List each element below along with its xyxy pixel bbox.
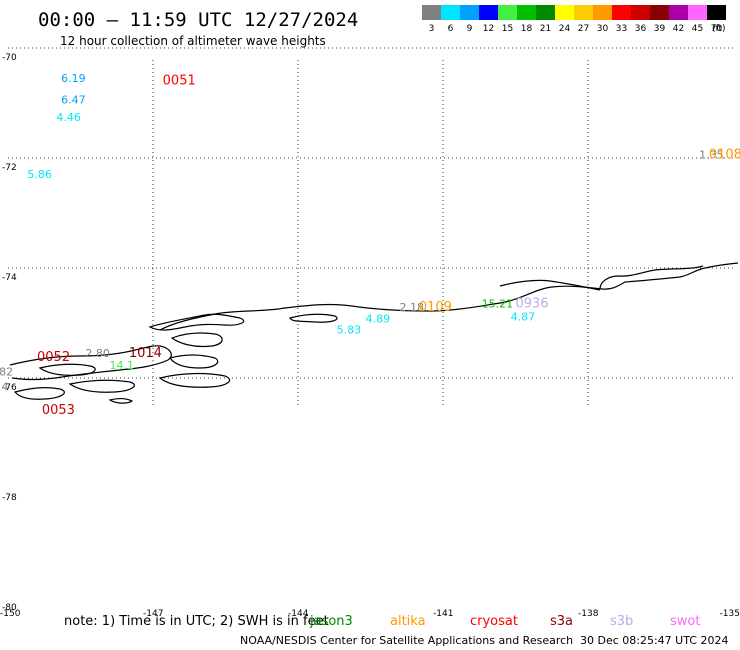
pass-time-label: 0109 (419, 300, 452, 315)
wave-height-value: 2.82 (0, 365, 13, 378)
wave-height-value: 2.18 (400, 301, 425, 314)
wave-height-value: 15.21 (482, 298, 513, 311)
latitude-label: -80 (2, 603, 17, 613)
longitude-label: -144 (288, 609, 309, 619)
legend-swatch (517, 5, 536, 20)
footer-credit: NOAA/NESDIS Center for Satellite Applica… (240, 634, 573, 647)
legend-swatch (669, 5, 688, 20)
wave-height-value: 2.14 (0, 381, 8, 394)
wave-height-value: 6.19 (61, 72, 86, 85)
pass-time-label: 0936 (516, 297, 549, 312)
page-title: 00:00 – 11:59 UTC 12/27/2024 (38, 9, 358, 31)
legend-swatch (631, 5, 650, 20)
satellite-name: s3b (610, 614, 633, 629)
legend-swatch (707, 5, 726, 20)
legend-swatch (555, 5, 574, 20)
wave-height-value: 14.1 (110, 359, 135, 372)
legend-swatch (688, 5, 707, 20)
legend-swatch (612, 5, 631, 20)
coastline (9, 262, 739, 404)
wave-height-value: 2.80 (85, 347, 110, 360)
latitude-label: -72 (2, 163, 17, 173)
wave-height-legend: 3 6 9 12 15 18 21 24 27 30 33 36 39 42 45 70 (422, 5, 726, 34)
map-graticule (8, 47, 733, 405)
legend-label: 70 (711, 24, 723, 34)
legend-label: 30 (597, 24, 609, 34)
satellite-name: altika (390, 614, 426, 629)
wave-height-value: 4.89 (366, 312, 391, 325)
pass-time-label: 0052 (37, 350, 70, 365)
legend-label: 33 (616, 24, 627, 34)
legend-swatch (593, 5, 612, 20)
legend-swatch (479, 5, 498, 20)
legend-label: 6 (448, 24, 454, 34)
wave-height-value: 1.35 (699, 149, 724, 162)
pass-time-label: 0053 (42, 403, 75, 418)
satellite-name: s3a (550, 614, 573, 629)
footer-timestamp: 30 Dec 08:25:47 UTC 2024 (580, 634, 728, 647)
longitude-label: -150 (0, 609, 21, 619)
satellite-legend: jason3 altika cryosat s3a s3b swot (309, 614, 700, 629)
legend-label: 12 (483, 24, 494, 34)
longitude-label: -147 (143, 609, 163, 619)
longitude-label: -135 (720, 609, 740, 619)
legend-swatch (422, 5, 441, 20)
latitude-label: -78 (2, 493, 17, 503)
note-text: note: 1) Time is in UTC; 2) SWH is in fe… (64, 614, 329, 629)
legend-swatch (536, 5, 555, 20)
pass-time-label: 1014 (129, 346, 162, 361)
page-subtitle: 12 hour collection of altimeter wave hei… (60, 34, 326, 48)
legend-label: 39 (654, 24, 666, 34)
latitude-label: -70 (2, 53, 17, 63)
longitude-label: -141 (433, 609, 453, 619)
latitude-labels: -70 -72 -74 -76 -78 -80 (2, 53, 17, 613)
pass-time-label: 0108 (709, 148, 740, 163)
legend-label: 3 (429, 24, 435, 34)
satellite-name: cryosat (470, 614, 518, 629)
legend-label: 21 (540, 24, 551, 34)
longitude-labels: -150 -147 -144 -141 -138 -135 (0, 609, 740, 619)
wave-height-value: 5.86 (27, 168, 52, 181)
wave-height-value: 4.46 (56, 111, 80, 124)
longitude-label: -138 (578, 609, 599, 619)
wave-height-value: 5.83 (337, 323, 362, 336)
legend-label: 36 (635, 24, 647, 34)
legend-label: 27 (578, 24, 589, 34)
wave-height-value: 4.87 (511, 310, 535, 323)
wave-height-observations: 6.19 6.47 4.46 5.86 1.35 2.18 4.89 5.83 15.214.8… (0, 72, 724, 394)
legend-swatch (441, 5, 460, 20)
legend-swatch (574, 5, 593, 20)
legend-label: 18 (521, 24, 533, 34)
legend-label: 24 (559, 24, 571, 34)
pass-time-label: 0051 (163, 73, 196, 88)
legend-label: 42 (673, 24, 684, 34)
latitude-label: -76 (2, 383, 17, 393)
pass-labels: 0051 0108 0109 0936 0052 1014 0053 (37, 73, 740, 417)
satellite-name: swot (670, 614, 700, 629)
satellite-name: jason3 (309, 614, 353, 629)
legend-label: 15 (502, 24, 513, 34)
legend-swatch (498, 5, 517, 20)
wave-height-value: 6.47 (61, 94, 86, 107)
legend-label: 9 (467, 24, 473, 34)
legend-swatch (650, 5, 669, 20)
latitude-label: -74 (2, 273, 17, 283)
legend-units: (ft) (712, 24, 726, 34)
legend-swatch (460, 5, 479, 20)
legend-label: 45 (692, 24, 703, 34)
